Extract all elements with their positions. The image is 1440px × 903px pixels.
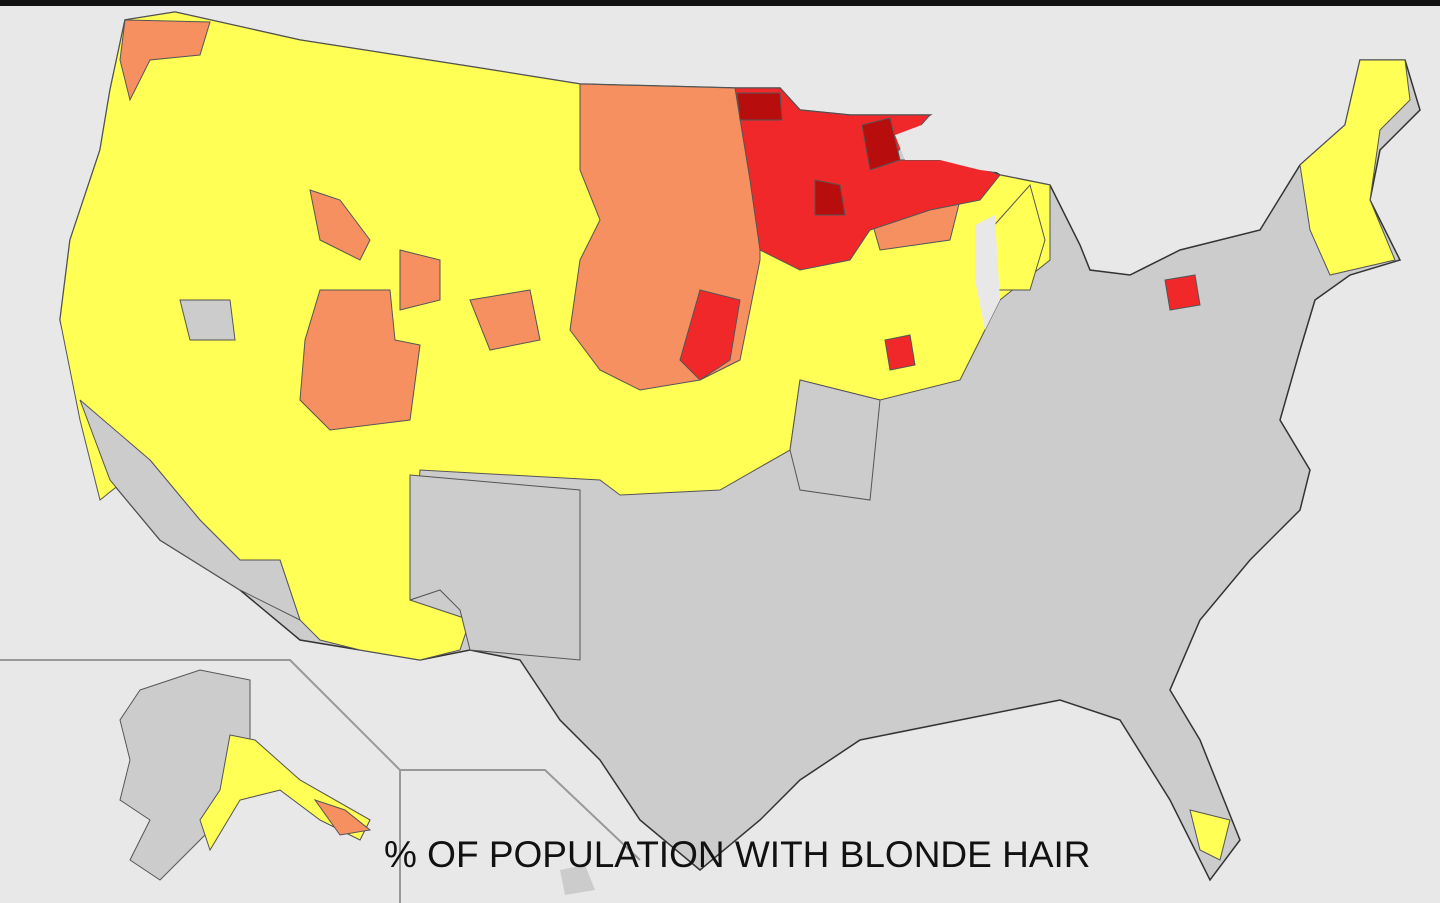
map-title: % OF POPULATION WITH BLONDE HAIR [384,834,1091,875]
inset-border-alaska [0,659,401,903]
region-gray-sw [79,399,301,621]
region-gray-ks-east [789,379,881,501]
top-bar [0,0,1440,6]
region-low-florida [1189,809,1231,861]
lake-michigan [975,215,1000,330]
region-high-ia [884,334,916,371]
region-high-minnesota [734,87,1001,271]
region-medium-utah [299,289,421,431]
region-medium-wa [119,19,211,102]
region-gray-nm [409,474,581,661]
region-gray-nv [179,299,236,341]
alaska-orange [313,799,372,836]
alaska-yellow [199,734,371,852]
region-medium-idaho [309,189,371,261]
region-highest-arrowhead [861,117,901,171]
region-highest-nw-minnesota [736,92,783,121]
inset-border-hawaii [400,769,641,861]
hawaii [560,865,595,895]
lake-superior [895,120,1020,175]
region-high-ne [679,289,741,381]
region-highest-twin-cities [814,179,846,216]
region-medium-co [469,289,541,351]
region-high-ny [1164,274,1201,311]
region-medium-wyoming [399,249,441,311]
region-low-new-england [1299,59,1411,276]
